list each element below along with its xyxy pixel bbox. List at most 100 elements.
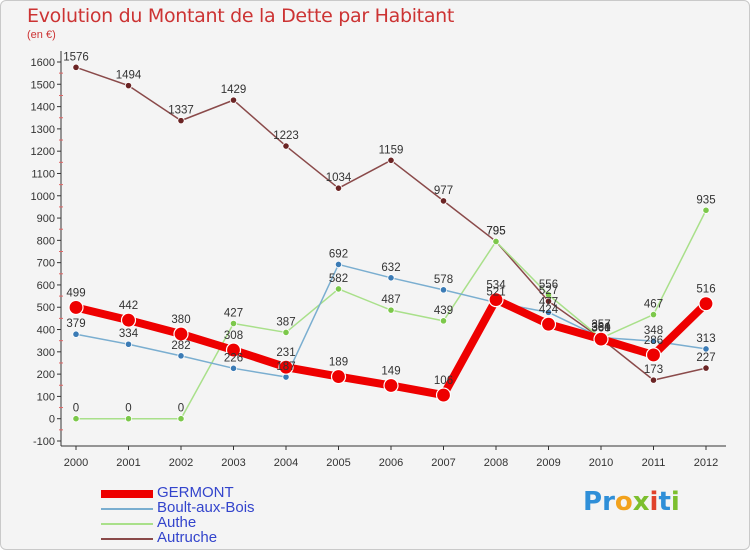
x-tick-label: 2005 [326,457,350,469]
y-tick-label: 1200 [31,146,55,158]
data-point [124,82,133,90]
data-point [229,319,238,328]
y-tick-label: 1000 [31,191,55,203]
legend-item: Boult-aux-Bois [101,500,361,516]
y-tick-label: 600 [37,280,55,292]
data-point [488,292,504,308]
legend-swatch [101,538,153,540]
data-label: 0 [125,403,131,415]
data-label: 527 [539,285,558,297]
y-tick-label: 400 [37,325,55,337]
data-label: 427 [224,308,243,320]
data-label: 487 [381,294,400,306]
data-label: 1429 [221,84,247,96]
data-label: 795 [486,225,505,237]
x-tick-label: 2008 [484,457,508,469]
y-tick-label: 800 [37,235,55,247]
data-label: 935 [696,194,715,206]
data-label: 556 [539,279,558,291]
data-point [593,331,609,347]
data-label: 977 [434,185,453,197]
data-point [544,291,553,299]
data-label: 379 [66,318,85,330]
data-label: 582 [329,273,348,285]
data-point [177,415,185,423]
legend-swatch [101,523,153,525]
data-label: 364 [591,322,611,334]
data-point [645,347,662,363]
data-point [649,376,658,384]
data-point [540,316,557,332]
data-label: 424 [539,304,559,316]
data-point [282,142,290,150]
data-point [278,359,294,375]
y-tick-label: -100 [33,436,55,448]
data-point [702,206,710,214]
data-point [702,345,710,353]
data-label: 286 [644,335,663,347]
data-label: 795 [486,225,505,237]
data-label: 632 [381,262,400,274]
data-point [439,197,448,205]
chart-title: Evolution du Montant de la Dette par Hab… [27,5,455,27]
legend-swatch [101,508,153,510]
legend-label: GERMONT [157,484,234,501]
logo-letter: P [583,487,603,517]
x-tick-label: 2011 [642,457,666,469]
data-label: 387 [276,316,295,328]
data-label: 282 [171,340,190,352]
data-point [435,387,452,403]
data-point [229,364,238,372]
x-tick-label: 2012 [694,457,718,469]
data-point [330,368,347,385]
y-tick-label: 200 [37,369,55,381]
data-point [229,96,238,104]
data-label: 534 [486,280,506,292]
data-point [177,117,185,125]
legend-item: GERMONT [101,484,361,501]
data-point [124,340,133,348]
data-label: 173 [644,364,663,376]
data-label: 521 [486,287,505,299]
data-point [173,326,189,342]
data-label: 467 [644,299,663,311]
x-tick-label: 2002 [169,457,193,469]
data-point [68,299,84,316]
data-point [120,312,137,328]
data-label: 231 [276,347,295,359]
y-tick-label: 1100 [31,168,55,180]
data-point [72,415,80,423]
data-point [649,337,658,345]
legend-swatch [101,490,153,498]
data-label: 0 [73,403,79,415]
data-point [439,286,448,294]
y-tick-label: 900 [37,213,55,225]
data-label: 227 [696,352,715,364]
data-label: 380 [171,314,190,326]
data-label: 334 [119,328,139,340]
data-label: 439 [434,305,453,317]
data-label: 189 [329,357,348,369]
legend-label: Autruche [157,529,218,546]
data-point [387,156,395,164]
data-point [72,330,80,338]
data-point [492,237,500,246]
data-label: 516 [696,284,715,296]
y-tick-label: 700 [37,258,55,270]
data-point [383,377,399,394]
data-label: 477 [539,296,558,308]
data-point [698,296,714,312]
y-tick-label: 100 [37,391,55,403]
logo-letter: i [670,487,680,517]
data-label: 360 [591,322,610,334]
data-label: 348 [644,325,663,337]
y-tick-label: 1300 [31,124,55,136]
data-point [225,342,242,358]
data-point [124,415,133,423]
proxiti-logo: Proxiti [583,487,680,517]
legend-item: Autruche [101,529,361,546]
y-tick-label: 0 [49,414,55,426]
data-point [334,260,343,269]
